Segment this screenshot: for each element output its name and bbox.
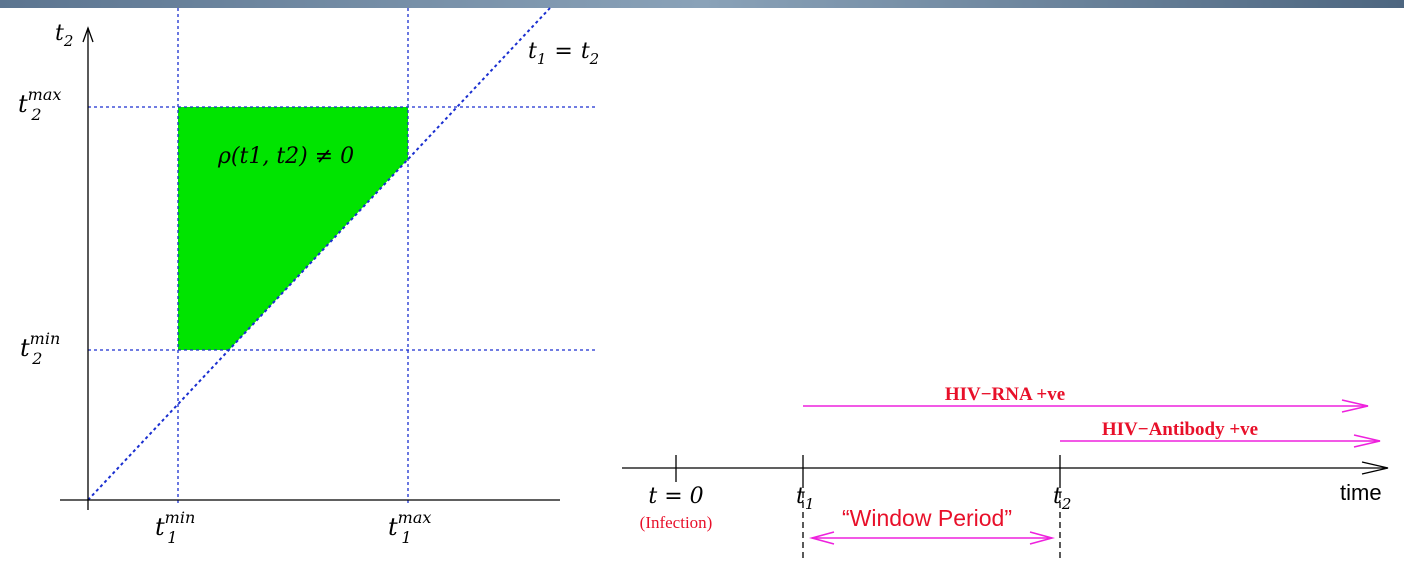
region-label: ρ(t1, t2) ≠ 0 bbox=[217, 144, 354, 169]
guides bbox=[87, 7, 596, 505]
t1max-label: tmax 1 bbox=[388, 508, 431, 547]
t0-label: t = 0 bbox=[648, 484, 703, 509]
region bbox=[178, 107, 408, 350]
arrows bbox=[803, 399, 1381, 545]
t1min-label: tmin 1 bbox=[155, 508, 195, 547]
axes bbox=[60, 26, 560, 510]
top-banner bbox=[0, 0, 1404, 8]
window-label: “Window Period” bbox=[842, 505, 1012, 531]
infection-label: (Infection) bbox=[640, 513, 713, 532]
t2min-label: tmin 2 bbox=[20, 329, 60, 368]
t2-label: t2 bbox=[1053, 484, 1071, 513]
t2max-label: tmax 2 bbox=[18, 85, 61, 124]
timeline bbox=[622, 455, 1389, 562]
t2-axis-label: t2 bbox=[55, 21, 73, 50]
time-label: time bbox=[1340, 480, 1382, 505]
t1-label: t1 bbox=[796, 484, 814, 513]
diagonal-label: t1 = t2 bbox=[528, 39, 599, 68]
rna-label: HIV−RNA +ve bbox=[945, 384, 1065, 405]
antibody-label: HIV−Antibody +ve bbox=[1102, 419, 1258, 440]
